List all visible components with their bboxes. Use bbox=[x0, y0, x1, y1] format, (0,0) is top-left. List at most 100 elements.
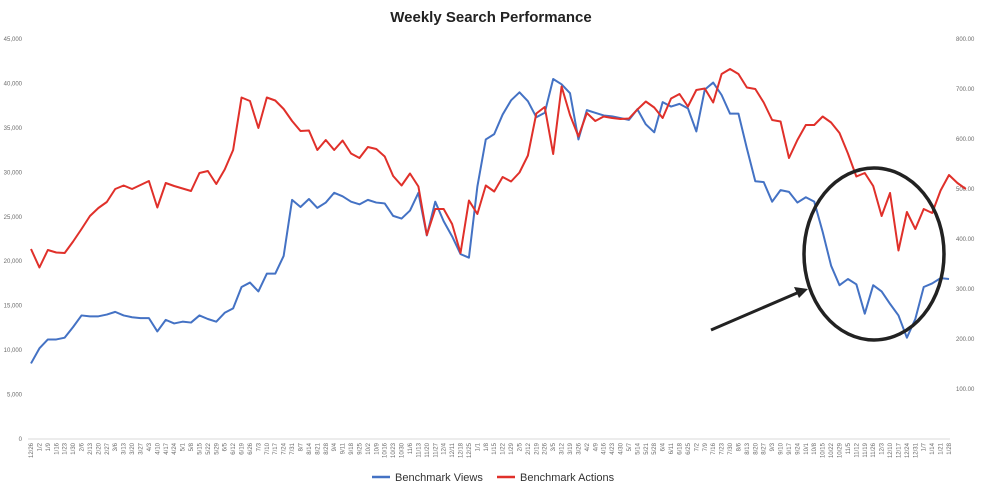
x-tick-label: 4/17 bbox=[164, 442, 170, 454]
x-tick-label: 12/25 bbox=[467, 442, 473, 458]
x-tick-label: 2/27 bbox=[105, 442, 111, 454]
x-tick-label: 1/30 bbox=[71, 442, 77, 454]
x-tick-label: 2/12 bbox=[526, 442, 532, 454]
x-tick-label: 12/10 bbox=[888, 442, 894, 458]
x-tick-label: 3/12 bbox=[560, 442, 566, 454]
x-tick-label: 12/18 bbox=[459, 442, 465, 458]
x-tick-label: 6/4 bbox=[661, 442, 667, 451]
y-right-tick-label: 300.00 bbox=[956, 287, 975, 293]
x-tick-label: 9/4 bbox=[332, 442, 338, 451]
x-tick-label: 8/13 bbox=[745, 442, 751, 454]
x-tick-label: 6/19 bbox=[240, 442, 246, 454]
x-tick-label: 9/18 bbox=[349, 442, 355, 454]
x-tick-label: 2/13 bbox=[88, 442, 94, 454]
x-tick-label: 5/14 bbox=[635, 442, 641, 454]
legend: Benchmark Views Benchmark Actions bbox=[372, 472, 615, 484]
x-tick-label: 3/20 bbox=[130, 442, 136, 454]
y-left-tick-label: 15,000 bbox=[4, 304, 23, 310]
x-tick-label: 11/5 bbox=[846, 442, 852, 454]
x-tick-label: 6/5 bbox=[223, 442, 229, 451]
y-right-tick-label: 400.00 bbox=[956, 237, 975, 243]
x-tick-label: 11/26 bbox=[871, 442, 877, 457]
x-tick-label: 8/6 bbox=[736, 442, 742, 451]
x-tick-label: 5/22 bbox=[206, 442, 212, 454]
x-tick-label: 1/28 bbox=[947, 442, 953, 454]
x-tick-label: 3/6 bbox=[113, 442, 119, 451]
x-tick-label: 4/23 bbox=[610, 442, 616, 454]
x-tick-label: 10/1 bbox=[804, 442, 810, 454]
x-tick-label: 7/10 bbox=[265, 442, 271, 454]
x-tick-label: 5/29 bbox=[214, 442, 220, 454]
x-tick-label: 10/30 bbox=[400, 442, 406, 458]
x-tick-label: 8/27 bbox=[762, 442, 768, 454]
x-tick-label: 4/16 bbox=[602, 442, 608, 454]
x-tick-label: 11/20 bbox=[425, 442, 431, 457]
y-left-tick-label: 0 bbox=[19, 437, 23, 443]
x-tick-label: 6/11 bbox=[669, 442, 675, 454]
right-axis: 100.00 200.00 300.00 400.00 500.00 600.00 700.… bbox=[956, 37, 975, 393]
y-right-tick-label: 100.00 bbox=[956, 387, 975, 393]
x-tick-label: 7/17 bbox=[273, 442, 279, 454]
x-tick-label: 5/15 bbox=[197, 442, 203, 454]
x-tick-label: 7/30 bbox=[728, 442, 734, 454]
x-tick-label: 9/3 bbox=[770, 442, 776, 451]
x-tick-label: 3/19 bbox=[568, 442, 574, 454]
x-tick-label: 8/14 bbox=[307, 442, 313, 454]
x-tick-label: 6/25 bbox=[686, 442, 692, 454]
x-tick-label: 8/7 bbox=[299, 442, 305, 451]
x-tick-label: 1/7 bbox=[922, 442, 928, 451]
x-tick-label: 4/2 bbox=[585, 442, 591, 451]
x-tick-label: 3/13 bbox=[122, 442, 128, 454]
left-axis: 0 5,000 10,000 15,000 20,000 25,000 30,000 35,0… bbox=[4, 37, 23, 443]
y-left-tick-label: 45,000 bbox=[4, 37, 23, 43]
x-tick-label: 10/23 bbox=[391, 442, 397, 458]
y-left-tick-label: 30,000 bbox=[4, 170, 23, 176]
x-tick-label: 11/19 bbox=[863, 442, 869, 457]
x-tick-label: 10/22 bbox=[829, 442, 835, 458]
x-tick-label: 3/5 bbox=[551, 442, 557, 451]
x-tick-label: 1/1 bbox=[475, 442, 481, 451]
annotation-arrow-line bbox=[710, 291, 798, 332]
x-tick-label: 1/21 bbox=[939, 442, 945, 454]
x-tick-label: 6/18 bbox=[677, 442, 683, 454]
x-tick-label: 10/16 bbox=[383, 442, 389, 458]
x-tick-label: 9/11 bbox=[341, 442, 347, 454]
x-tick-label: 3/26 bbox=[576, 442, 582, 454]
x-tick-label: 11/27 bbox=[433, 442, 439, 457]
y-left-tick-label: 35,000 bbox=[4, 126, 23, 132]
chart-title: Weekly Search Performance bbox=[390, 9, 592, 26]
x-tick-label: 5/21 bbox=[644, 442, 650, 454]
x-tick-label: 7/9 bbox=[703, 442, 709, 451]
x-tick-label: 11/6 bbox=[408, 442, 414, 454]
x-tick-label: 6/12 bbox=[231, 442, 237, 454]
highlight-circle bbox=[802, 166, 946, 342]
x-tick-label: 7/23 bbox=[720, 442, 726, 454]
x-tick-label: 4/3 bbox=[147, 442, 153, 451]
x-tick-label: 2/19 bbox=[534, 442, 540, 454]
x-tick-label: 12/17 bbox=[896, 442, 902, 458]
series-line-benchmark-actions bbox=[30, 68, 967, 269]
x-tick-label: 5/8 bbox=[189, 442, 195, 451]
legend-actions-label: Benchmark Actions bbox=[520, 472, 615, 484]
x-tick-label: 2/5 bbox=[517, 442, 523, 451]
x-tick-label: 3/27 bbox=[138, 442, 144, 454]
annotation-arrowhead bbox=[794, 287, 808, 298]
x-tick-label: 1/23 bbox=[63, 442, 69, 454]
x-tick-label: 5/7 bbox=[627, 442, 633, 451]
x-tick-label: 1/2 bbox=[37, 442, 43, 451]
x-tick-label: 7/31 bbox=[290, 442, 296, 454]
x-tick-label: 5/1 bbox=[181, 442, 187, 451]
x-tick-label: 4/30 bbox=[619, 442, 625, 454]
x-tick-label: 4/9 bbox=[593, 442, 599, 451]
x-tick-label: 6/26 bbox=[248, 442, 254, 454]
series-line-benchmark-views bbox=[30, 78, 950, 364]
x-tick-label: 1/14 bbox=[930, 442, 936, 454]
y-right-tick-label: 200.00 bbox=[956, 337, 975, 343]
x-tick-label: 10/2 bbox=[366, 442, 372, 454]
x-tick-label: 9/24 bbox=[795, 442, 801, 454]
y-left-tick-label: 40,000 bbox=[4, 81, 23, 87]
x-tick-label: 5/28 bbox=[652, 442, 658, 454]
x-tick-label: 11/13 bbox=[416, 442, 422, 457]
x-tick-label: 4/10 bbox=[155, 442, 161, 454]
